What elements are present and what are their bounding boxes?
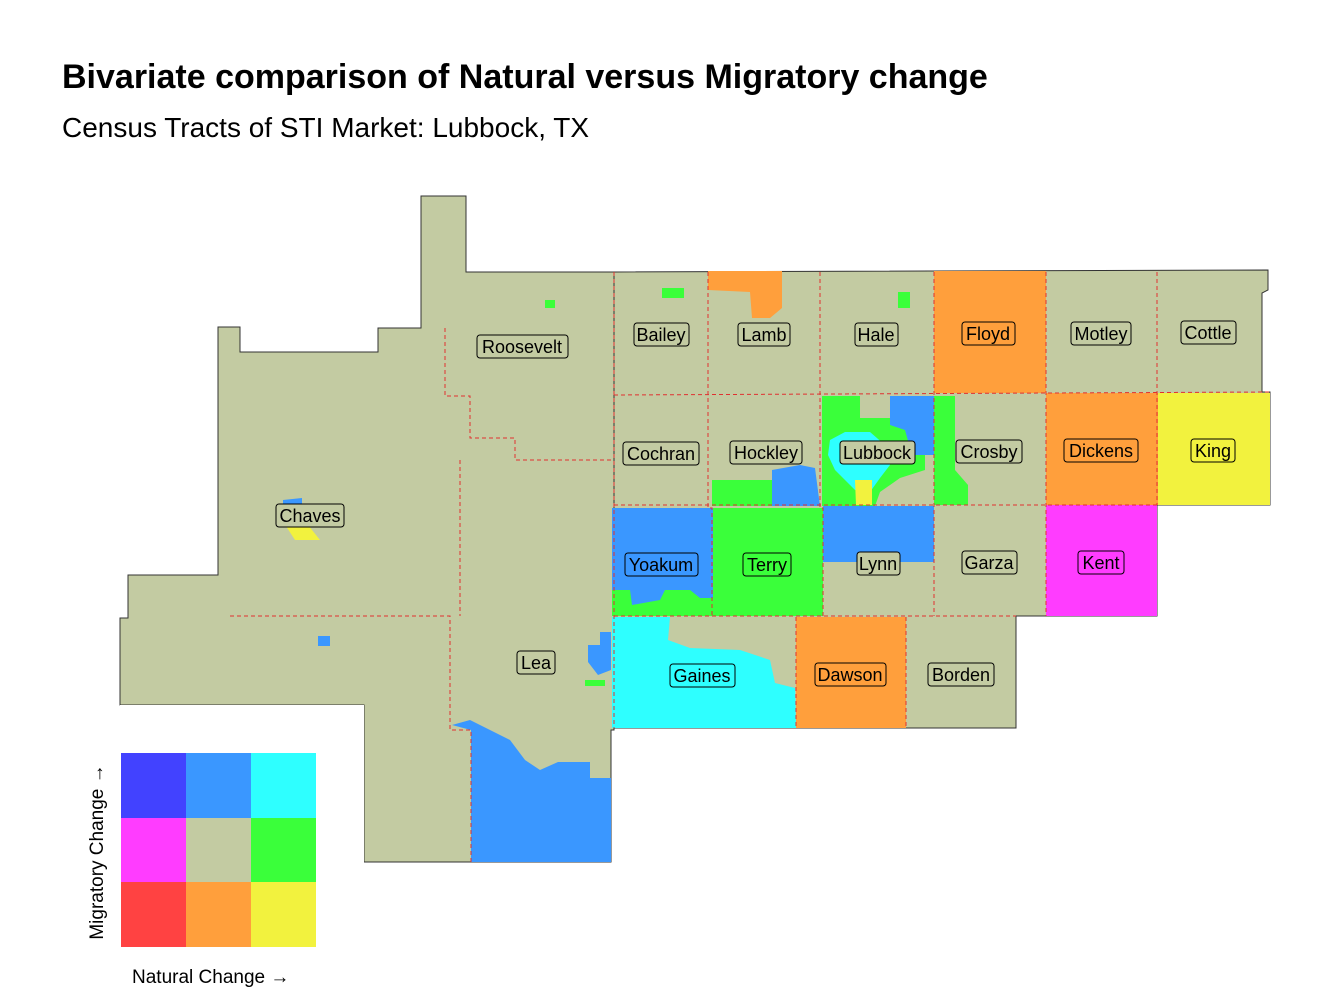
county-label: Cochran (622, 441, 700, 466)
county-label: Cottle (1180, 320, 1237, 345)
county-label: Lamb (737, 322, 791, 347)
county-label: Chaves (275, 503, 345, 528)
roosevelt-green-patch (545, 300, 555, 308)
county-label-text: Roosevelt (482, 337, 562, 357)
county-label-text: Cochran (627, 444, 695, 464)
county-label: Lubbock (839, 440, 916, 465)
county-label: Crosby (955, 439, 1023, 464)
lubbock-blue-fill (890, 396, 934, 455)
county-label: Garza (961, 550, 1018, 575)
county-label: Borden (927, 662, 995, 687)
legend-cell (186, 817, 251, 883)
county-label: Floyd (961, 321, 1016, 346)
map-subtitle: Census Tracts of STI Market: Lubbock, TX (62, 112, 590, 143)
map-title: Bivariate comparison of Natural versus M… (62, 58, 988, 96)
legend-cell (251, 882, 316, 947)
county-label: Gaines (669, 663, 736, 688)
county-label: Yoakum (624, 552, 699, 577)
county-label-text: Bailey (636, 325, 685, 345)
legend-cell (251, 817, 316, 883)
county-label: Lynn (856, 551, 901, 576)
legend-cell (251, 753, 316, 818)
county-label-text: Motley (1074, 324, 1127, 344)
county-label-text: Garza (964, 553, 1014, 573)
county-label-text: Gaines (673, 666, 730, 686)
lea-green-patch (585, 680, 605, 686)
county-label: Dickens (1063, 438, 1139, 463)
county-label-text: Lea (521, 653, 552, 673)
county-label: Hockley (729, 440, 803, 465)
county-label-text: Crosby (960, 442, 1017, 462)
hale-green-patch (898, 292, 910, 308)
county-label-text: Lamb (741, 325, 786, 345)
legend-cell (186, 753, 251, 818)
county-label-text: Cottle (1184, 323, 1231, 343)
bailey-green-patch (662, 288, 684, 298)
legend-y-label: Migratory Change → (87, 764, 108, 940)
county-label-text: Hale (857, 325, 894, 345)
county-label-text: Lubbock (843, 443, 912, 463)
county-label-text: King (1195, 441, 1231, 461)
tract-fills (282, 271, 1270, 862)
legend-cell (121, 817, 186, 883)
county-label: Terry (742, 552, 792, 577)
county-label-text: Yoakum (629, 555, 693, 575)
county-label-text: Terry (747, 555, 787, 575)
crosby-green-fill (934, 396, 968, 505)
county-label-text: Lynn (859, 554, 897, 574)
county-label: Roosevelt (476, 334, 569, 359)
lea-blue-fill (452, 720, 611, 862)
county-label: Motley (1070, 321, 1132, 346)
county-label-text: Hockley (734, 443, 798, 463)
legend-x-label: Natural Change → (132, 967, 290, 988)
county-label-text: Chaves (279, 506, 340, 526)
legend-cell (186, 882, 251, 947)
county-borders (230, 272, 1271, 862)
hockley-blue-fill (772, 465, 820, 506)
county-label: Bailey (633, 322, 690, 347)
county-labels: Roosevelt Bailey Lamb Hale Floyd Motley … (275, 320, 1237, 688)
county-label-text: Dawson (817, 665, 882, 685)
lea-blue-patch (588, 632, 611, 675)
county-label: Kent (1077, 550, 1125, 575)
county-label-text: Borden (932, 665, 990, 685)
county-label-text: Dickens (1069, 441, 1133, 461)
county-label: Hale (854, 322, 899, 347)
yoakum-green-fill (612, 590, 713, 616)
county-label-text: Kent (1082, 553, 1119, 573)
legend-cell (121, 882, 186, 947)
hockley-green-fill (712, 480, 772, 506)
lamb-orange-fill (708, 271, 782, 318)
legend-cell (121, 753, 186, 818)
nm-blue-patch (318, 636, 330, 646)
county-label: King (1190, 438, 1236, 463)
county-label: Lea (516, 650, 556, 675)
county-label-text: Floyd (966, 324, 1010, 344)
lubbock-yellow-fill (855, 480, 872, 505)
county-label: Dawson (814, 662, 887, 687)
bivariate-legend (121, 753, 316, 947)
